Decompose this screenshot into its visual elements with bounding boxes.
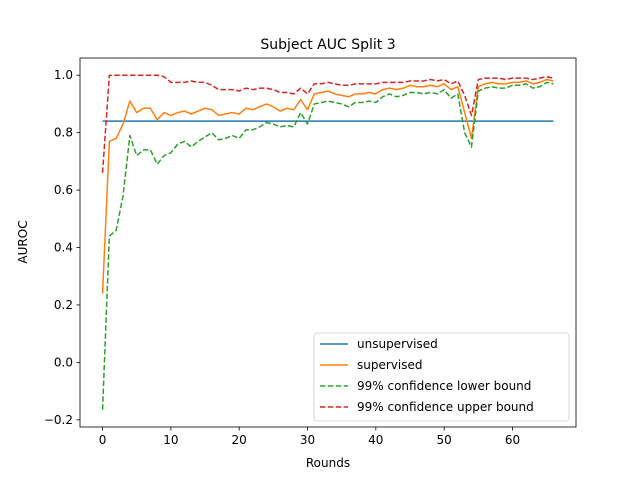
axes: 0 10 20 30 40 50 60 −0.2 0.0 0.2 0.4 0.6 0.8 1.0 [44,57,577,447]
legend-box [313,332,570,422]
y-tick-label: −0.2 [44,413,73,427]
plot-area [101,74,554,410]
y-tick-label: 0.4 [54,241,73,255]
legend-entry-label: unsupervised [357,337,438,351]
x-tick-label: 20 [232,433,247,447]
x-tick-label: 10 [163,433,178,447]
series-line-1 [101,78,554,294]
y-tick-label: 0.8 [54,126,73,140]
y-axis-label: AUROC [16,220,30,263]
y-tick-label: 0.6 [54,183,73,197]
legend-entry-label: 99% confidence upper bound [357,400,534,414]
series-line-2 [101,81,554,410]
x-tick-label: 50 [437,433,452,447]
x-axis-label: Rounds [306,456,350,470]
axes-frame [79,57,577,428]
legend-entry-label: 99% confidence lower bound [357,379,531,393]
y-tick-label: 1.0 [54,68,73,82]
x-tick-label: 0 [99,433,107,447]
x-tick-label: 40 [368,433,383,447]
chart-title: Subject AUC Split 3 [260,37,395,53]
x-tick-label: 60 [505,433,520,447]
series-line-3 [101,74,554,173]
legend: unsupervised supervised 99% confidence low… [313,332,570,422]
y-tick-label: 0.2 [54,298,73,312]
x-tick-label: 30 [300,433,315,447]
legend-entry-label: supervised [357,358,422,372]
y-tick-label: 0.0 [54,355,73,369]
